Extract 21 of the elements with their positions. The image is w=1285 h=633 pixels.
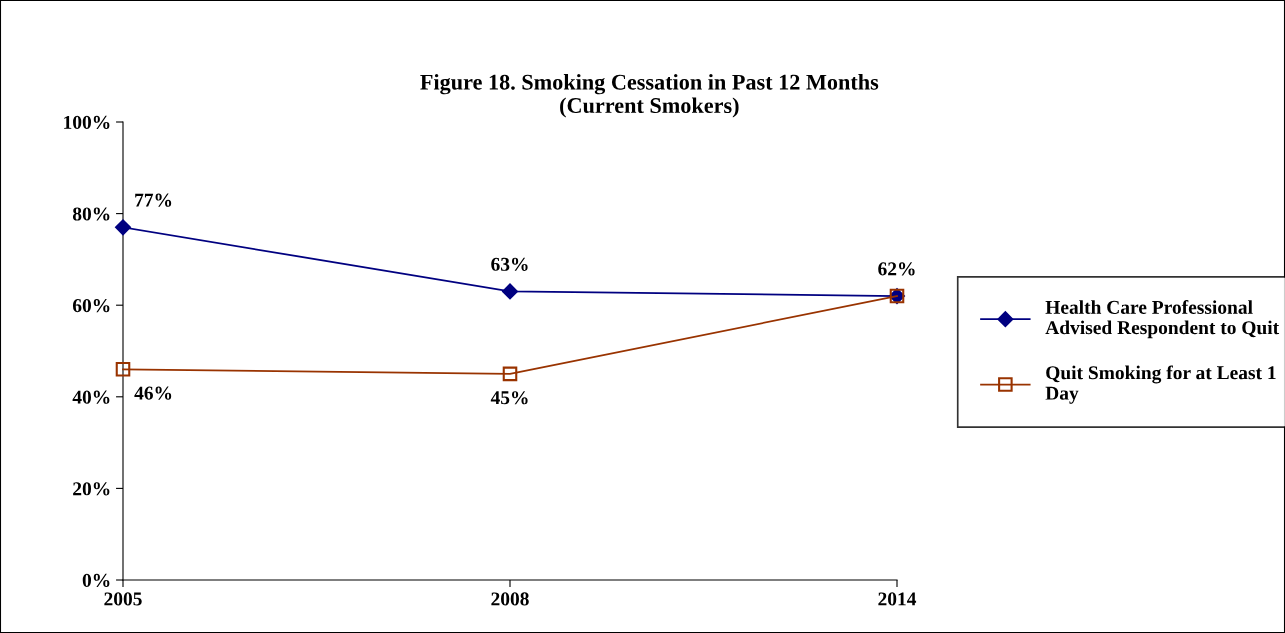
x-tick-label: 2008 [491, 592, 529, 606]
legend-label: Health Care Professional Advised Respondent to Quit [1045, 300, 1280, 339]
y-tick-label: 60% [72, 299, 110, 313]
y-tick-label: 0% [82, 573, 110, 587]
data-label: 63% [491, 257, 528, 271]
data-label: 62% [878, 262, 915, 276]
data-label: 46% [134, 386, 172, 400]
y-tick-label: 40% [72, 390, 110, 404]
data-label: 77% [135, 193, 172, 207]
y-tick-label: 20% [73, 482, 110, 496]
x-tick-label: 2005 [104, 592, 142, 606]
y-tick-label: 80% [72, 207, 110, 221]
x-tick-label: 2014 [878, 592, 917, 606]
point [115, 219, 131, 236]
y-tick-label: 100% [64, 115, 110, 129]
legend-label: Quit Smoking for at Least 1 Day [1045, 365, 1276, 404]
data-label: 45% [490, 391, 528, 405]
point [115, 362, 131, 377]
point [502, 366, 518, 382]
point [502, 283, 518, 300]
chart-title: Figure 18. Smoking Cessation in Past 12 Months (Current Smokers) [420, 74, 879, 118]
